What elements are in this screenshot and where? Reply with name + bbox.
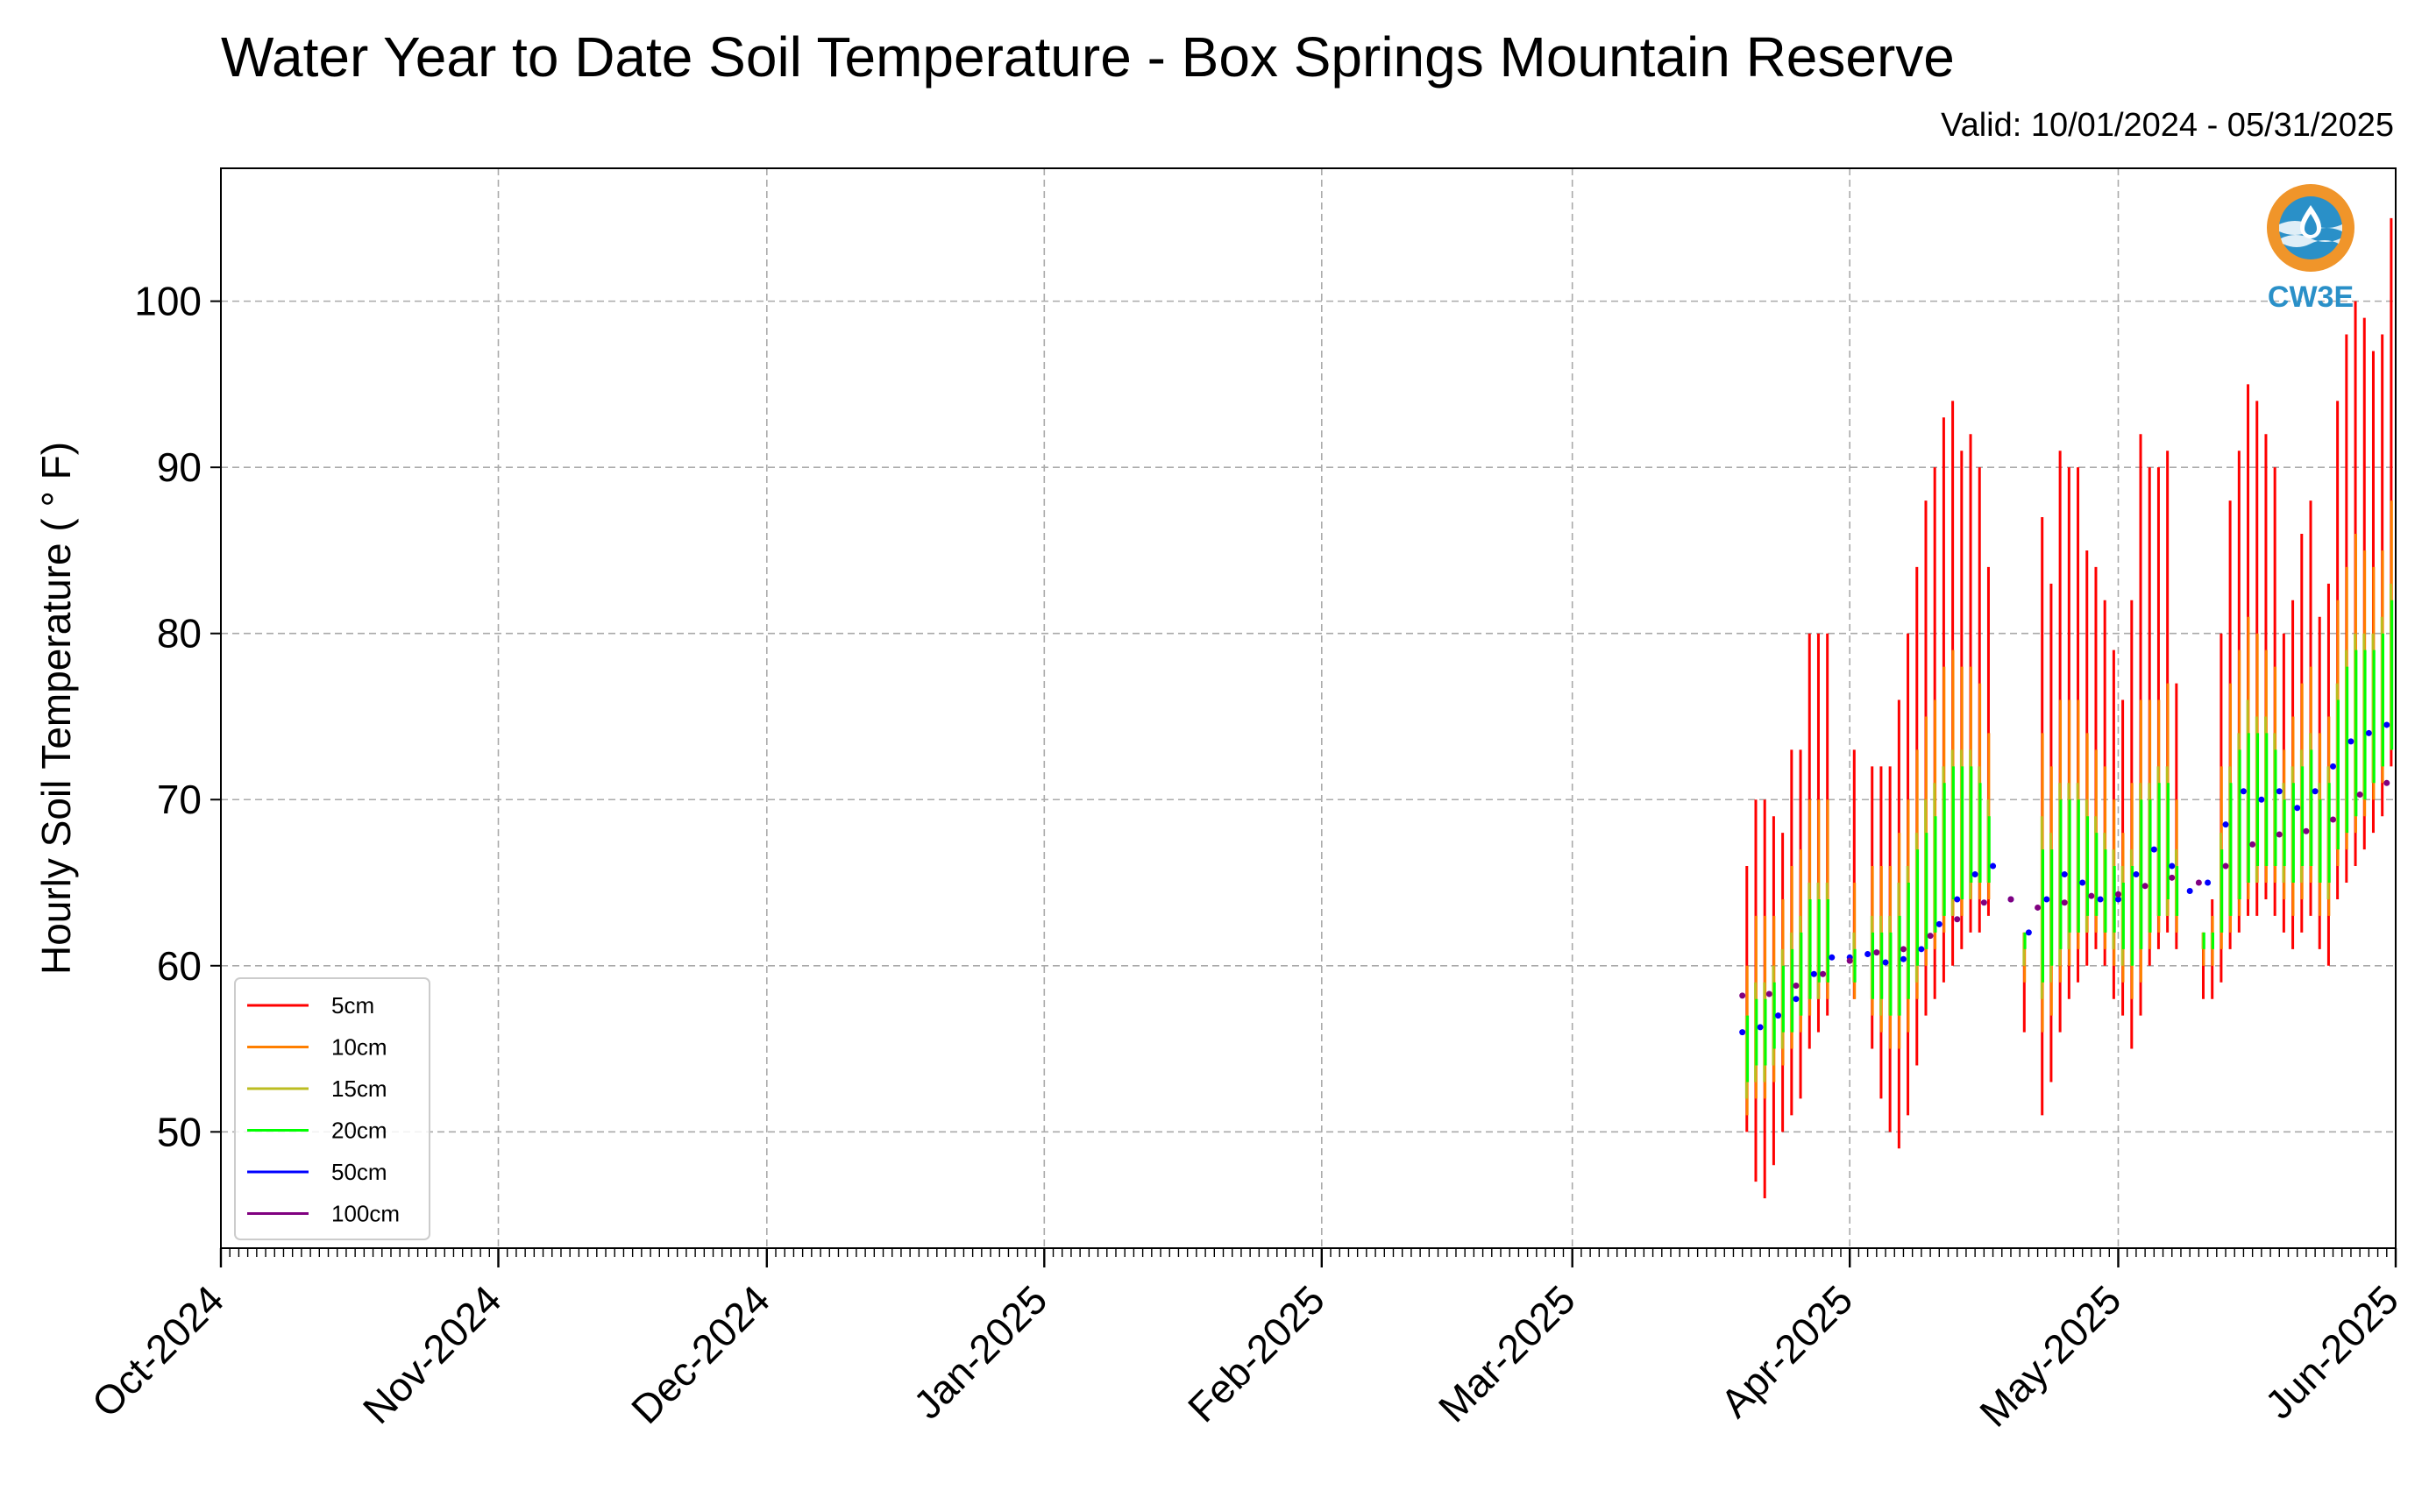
data-point-100cm <box>1980 899 1987 906</box>
chart-title: Water Year to Date Soil Temperature - Bo… <box>221 25 1955 89</box>
water-drop-icon <box>2267 184 2354 272</box>
legend-label-15cm: 15cm <box>331 1075 387 1102</box>
data-point-100cm <box>2356 791 2363 799</box>
data-point-100cm <box>2249 841 2256 848</box>
data-point-50cm <box>2186 887 2193 894</box>
x-tick-label: May-2025 <box>1971 1276 2129 1435</box>
data-point-50cm <box>1882 959 1889 966</box>
y-tick-label: 50 <box>157 1109 202 1154</box>
data-point-50cm <box>2025 929 2032 936</box>
data-point-100cm <box>1793 983 1800 990</box>
x-tick-label: Jun-2025 <box>2256 1276 2407 1427</box>
data-point-100cm <box>2035 904 2042 911</box>
x-tick-label: Nov-2024 <box>354 1276 510 1432</box>
data-point-50cm <box>2383 721 2390 728</box>
x-tick-label: Dec-2024 <box>622 1276 778 1432</box>
data-point-50cm <box>2043 896 2050 903</box>
data-point-50cm <box>1864 951 1871 958</box>
data-point-50cm <box>2169 862 2176 870</box>
y-tick-label: 100 <box>134 279 202 324</box>
data-point-100cm <box>2169 874 2176 881</box>
data-point-50cm <box>2312 788 2319 795</box>
series-50cm <box>1739 721 2390 1036</box>
data-point-100cm <box>1927 933 1934 940</box>
data-point-50cm <box>2097 896 2104 903</box>
data-point-100cm <box>1954 916 1961 923</box>
legend-label-5cm: 5cm <box>331 992 374 1019</box>
data-point-50cm <box>1900 955 1907 962</box>
legend-frame <box>234 977 430 1240</box>
data-point-50cm <box>2079 879 2086 886</box>
x-tick-label: Apr-2025 <box>1712 1276 1862 1426</box>
data-point-50cm <box>1775 1012 1782 1019</box>
data-point-100cm <box>1900 946 1907 953</box>
legend-label-20cm: 20cm <box>331 1118 387 1144</box>
y-tick-label: 60 <box>157 943 202 989</box>
data-point-100cm <box>2383 779 2390 786</box>
x-tick-label: Oct-2024 <box>83 1276 233 1426</box>
plot-frame <box>220 167 2397 1249</box>
y-tick-label: 90 <box>157 444 202 490</box>
data-point-50cm <box>1990 862 1997 870</box>
data-point-100cm <box>2303 827 2310 834</box>
x-tick-label: Mar-2025 <box>1430 1276 1584 1430</box>
data-point-50cm <box>1954 896 1961 903</box>
data-point-50cm <box>2276 788 2283 795</box>
legend: 5cm 10cm 15cm 20cm 50cm 100cm <box>234 977 430 1240</box>
y-axis-label: Hourly Soil Temperature ( ° F) <box>33 442 79 975</box>
data-point-50cm <box>2365 729 2372 736</box>
data-point-100cm <box>1765 990 1772 997</box>
data-point-50cm <box>1971 871 1978 878</box>
legend-label-10cm: 10cm <box>331 1034 387 1061</box>
data-point-50cm <box>2330 763 2337 770</box>
x-tick-label: Jan-2025 <box>905 1276 1055 1427</box>
data-point-50cm <box>1793 996 1800 1003</box>
series-100cm <box>1739 779 2390 999</box>
legend-label-100cm: 100cm <box>331 1201 400 1227</box>
series-layer <box>1739 217 2394 1199</box>
data-point-100cm <box>1846 957 1853 964</box>
logo-text: CW3E <box>2268 280 2354 314</box>
data-point-50cm <box>2114 896 2121 903</box>
data-point-100cm <box>2007 896 2014 903</box>
data-point-50cm <box>2150 846 2157 853</box>
data-point-100cm <box>1873 949 1880 956</box>
data-point-50cm <box>1810 970 1817 977</box>
data-point-50cm <box>2222 821 2229 828</box>
data-point-50cm <box>1918 946 1925 953</box>
data-point-100cm <box>1739 992 1746 999</box>
y-tick-label: 70 <box>157 777 202 822</box>
data-point-100cm <box>2195 879 2202 886</box>
data-point-50cm <box>2240 788 2247 795</box>
data-point-100cm <box>2222 862 2229 870</box>
data-point-50cm <box>1935 920 1942 927</box>
x-tick-label: Feb-2025 <box>1179 1276 1333 1430</box>
cw3e-logo: CW3E <box>2267 184 2354 314</box>
data-point-50cm <box>2347 738 2354 745</box>
series-20cm <box>1746 600 2394 1083</box>
data-point-50cm <box>2133 871 2140 878</box>
data-point-50cm <box>1829 954 1836 961</box>
data-point-50cm <box>2294 805 2301 812</box>
data-point-100cm <box>2330 816 2337 823</box>
data-point-100cm <box>2141 883 2148 890</box>
data-point-100cm <box>2276 831 2283 838</box>
data-point-50cm <box>2258 796 2265 803</box>
data-point-100cm <box>2061 899 2068 906</box>
data-point-100cm <box>1820 970 1827 977</box>
data-point-50cm <box>2061 871 2068 878</box>
data-point-50cm <box>1739 1029 1746 1036</box>
data-point-50cm <box>2205 879 2212 886</box>
data-point-100cm <box>2114 891 2121 898</box>
y-tick-label: 80 <box>157 611 202 657</box>
legend-label-50cm: 50cm <box>331 1159 387 1185</box>
data-point-50cm <box>1757 1024 1764 1031</box>
chart-subtitle: Valid: 10/01/2024 - 05/31/2025 <box>1941 107 2394 144</box>
data-point-100cm <box>2088 892 2095 899</box>
